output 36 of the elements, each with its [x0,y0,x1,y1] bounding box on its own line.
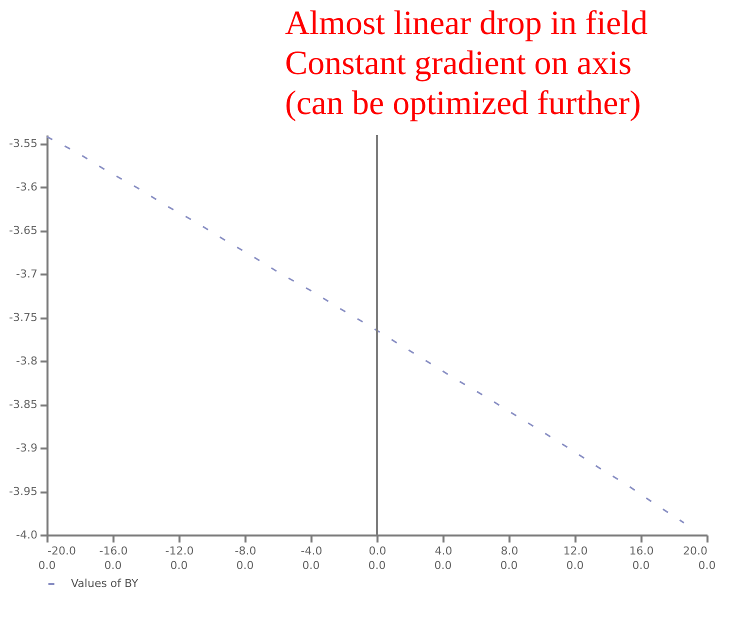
text: 0.0 [698,559,716,572]
y-tick-label: -3.6 [16,180,38,194]
y-tick-label: -3.9 [16,442,38,455]
y-tick-label: -3.8 [16,354,38,368]
text: 0.0 [104,559,122,572]
x-tick-label: 16.0 [629,544,654,558]
text: Almost linear drop in field [285,4,649,44]
y-tick-label: -3.75 [9,311,38,324]
text: 0.0 [236,559,254,572]
text: 0.0 [566,559,584,572]
text: 0.0 [500,559,518,572]
x-tick-label: 4.0 [434,544,452,558]
text: 0.0 [38,559,56,572]
x-tick-label: -20.0 [48,544,76,558]
y-tick-label: -3.65 [9,224,38,238]
text: (can be optimized further) [285,84,642,124]
text: 0.0 [170,559,188,572]
x-tick-label: -12.0 [165,544,194,558]
text: 0.0 [632,559,650,572]
text: 0.0 [368,559,386,572]
x-tick-label: 12.0 [563,544,588,558]
text: 0.0 [302,559,320,572]
x-tick-label: -4.0 [300,544,322,558]
x-tick-label: 8.0 [500,544,518,558]
x-tick-label: 0.0 [368,544,386,558]
y-tick-label: -4.0 [16,528,38,542]
y-tick-label: -3.85 [9,398,38,412]
x-tick-label: -8.0 [234,544,256,558]
text: 0.0 [434,559,452,572]
y-tick-label: -3.55 [9,137,38,150]
x-tick-label: -16.0 [99,544,128,558]
text: Constant gradient on axis [285,44,633,84]
legend-label: Values of BY [71,577,138,590]
x-tick-label: 20.0 [683,544,708,558]
y-tick-label: -3.95 [9,485,38,498]
y-tick-label: -3.7 [16,268,38,281]
